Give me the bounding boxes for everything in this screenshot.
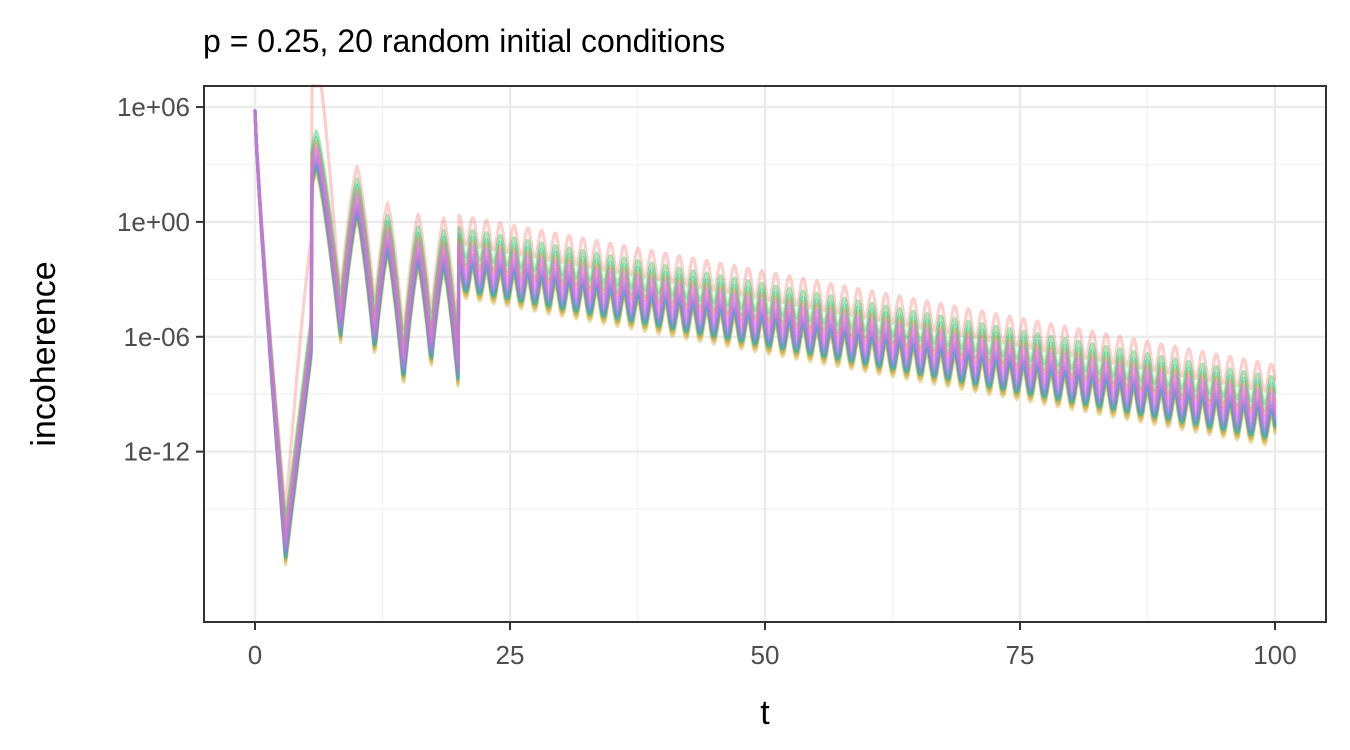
y-tick-label: 1e-12	[124, 437, 191, 467]
series-line	[253, 109, 1277, 552]
x-tick-label: 100	[1253, 640, 1296, 670]
grid-major	[204, 86, 1326, 622]
series-line	[253, 84, 1277, 513]
series-line	[253, 109, 1277, 547]
x-tick-label: 0	[248, 640, 262, 670]
series-line	[253, 109, 1277, 554]
series-line	[253, 109, 1277, 558]
y-tick-label: 1e+06	[117, 92, 190, 122]
x-tick-label: 75	[1006, 640, 1035, 670]
series-line	[253, 109, 1277, 560]
series-line	[253, 109, 1277, 525]
series-line	[253, 109, 1277, 550]
y-tick-label: 1e+00	[117, 207, 190, 237]
series-line	[253, 109, 1277, 542]
series-line	[253, 109, 1277, 567]
series-line	[253, 109, 1277, 555]
series-line	[253, 109, 1277, 562]
series-line	[253, 109, 1277, 539]
series-line	[253, 109, 1277, 564]
x-tick-label: 50	[751, 640, 780, 670]
y-axis-title: incoherence	[25, 261, 63, 446]
x-axis-title: t	[760, 694, 770, 732]
chart-title: p = 0.25, 20 random initial conditions	[203, 23, 725, 59]
series-line	[253, 109, 1277, 556]
series-line	[253, 109, 1277, 549]
x-tick-label: 25	[496, 640, 525, 670]
plot-panel	[203, 84, 1327, 623]
series-line	[253, 109, 1277, 559]
series-line	[253, 109, 1277, 532]
series-line	[253, 109, 1277, 536]
x-axis: 0 25 50 75 100	[248, 622, 1297, 670]
y-tick-label: 1e-06	[124, 322, 191, 352]
series-line	[253, 109, 1277, 544]
series-group	[253, 84, 1277, 567]
y-axis: 1e+06 1e+00 1e-06 1e-12	[117, 92, 204, 467]
